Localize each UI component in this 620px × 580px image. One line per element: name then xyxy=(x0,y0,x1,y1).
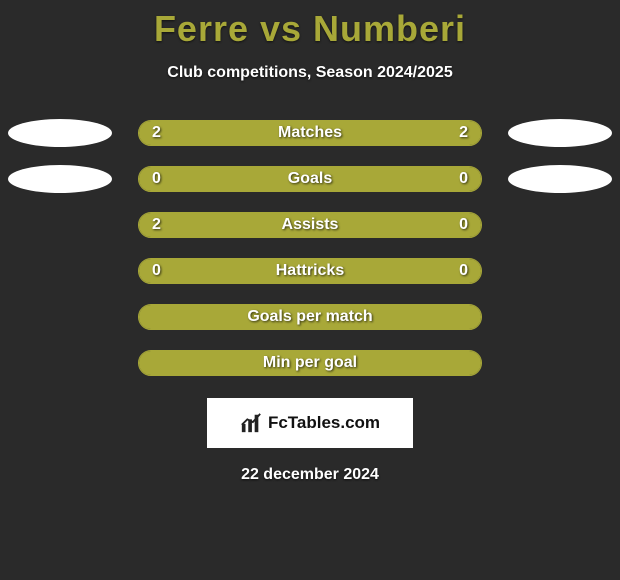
stat-row: Matches22 xyxy=(0,110,620,156)
stats-zone: Matches22Goals00Assists20Hattricks00Goal… xyxy=(0,110,620,386)
stat-bar-track xyxy=(138,120,482,146)
stat-bar-fill-right xyxy=(310,121,481,145)
stat-bar-fill-left xyxy=(139,121,310,145)
stat-row: Hattricks00 xyxy=(0,248,620,294)
stat-bar-track xyxy=(138,166,482,192)
stat-bar-fill-left xyxy=(139,259,310,283)
stat-bar-track xyxy=(138,212,482,238)
stat-bar-track xyxy=(138,350,482,376)
team-badge-right xyxy=(508,117,612,149)
stat-bar-fill-right xyxy=(310,167,481,191)
page-title: Ferre vs Numberi xyxy=(0,8,620,50)
team-badge-left xyxy=(8,163,112,195)
stat-bar-fill-right xyxy=(310,259,481,283)
comparison-card: Ferre vs Numberi Club competitions, Seas… xyxy=(0,0,620,580)
stat-row: Assists20 xyxy=(0,202,620,248)
stat-bar-fill-left xyxy=(139,305,481,329)
stat-row: Min per goal xyxy=(0,340,620,386)
team-badge-left xyxy=(8,117,112,149)
stat-row: Goals per match xyxy=(0,294,620,340)
logo-text: FcTables.com xyxy=(268,413,380,433)
stat-bar-track xyxy=(138,258,482,284)
date-label: 22 december 2024 xyxy=(0,466,620,484)
stat-bar-fill-left xyxy=(139,351,481,375)
bar-chart-icon xyxy=(240,412,262,434)
stat-bar-track xyxy=(138,304,482,330)
stat-bar-fill-left xyxy=(139,167,310,191)
stat-bar-fill-left xyxy=(139,213,402,237)
team-badge-right xyxy=(508,163,612,195)
stat-bar-fill-right xyxy=(402,213,481,237)
page-subtitle: Club competitions, Season 2024/2025 xyxy=(0,64,620,82)
stat-row: Goals00 xyxy=(0,156,620,202)
fctables-logo[interactable]: FcTables.com xyxy=(207,398,413,448)
